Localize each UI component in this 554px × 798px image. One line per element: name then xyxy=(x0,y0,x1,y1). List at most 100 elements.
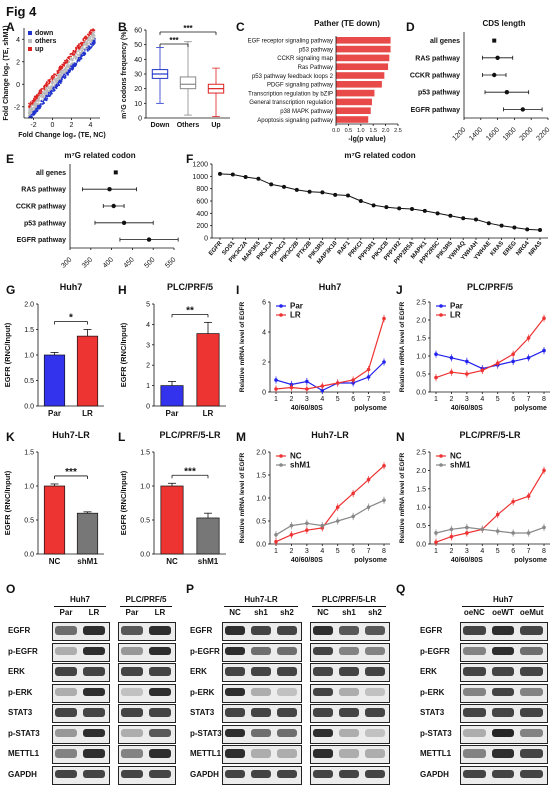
scatter-point xyxy=(79,54,81,56)
scatter-point xyxy=(43,87,46,90)
data-point xyxy=(542,316,546,320)
series-line xyxy=(275,499,385,536)
y-tick-label: 1.5 xyxy=(24,327,34,334)
scatter-point xyxy=(47,87,50,90)
scatter-point xyxy=(70,62,73,65)
scatter-point xyxy=(82,44,85,46)
chart-title: PLC/PRF/5-LR xyxy=(159,430,221,440)
y-tick-label: 1.0 xyxy=(24,484,34,491)
scatter-point xyxy=(49,87,51,90)
scatter-point xyxy=(28,106,31,109)
panel-k-barchart: Huh7-LR 0.0 0.5 1.0 1.5 NC shM1 *** EGFR (RNC/In… xyxy=(3,430,104,566)
blot-row-label: METTL1 xyxy=(420,749,452,758)
y-tick-label: 20 xyxy=(134,86,142,93)
blot-lane-label: sh1 xyxy=(254,608,268,617)
legend-entry: shM1 xyxy=(290,461,311,470)
legend-marker xyxy=(279,454,283,458)
scatter-point xyxy=(79,56,82,59)
scatter-point xyxy=(51,74,54,77)
x-tick-label: 2.5 xyxy=(394,128,402,134)
blot-row-label: STAT3 xyxy=(190,708,215,717)
blot-band xyxy=(121,687,143,697)
blot-band xyxy=(250,749,272,758)
blot-row-label: p-ERK xyxy=(420,687,445,697)
y-tick-label: 30 xyxy=(134,72,142,79)
blot-group-line xyxy=(312,606,386,607)
bar xyxy=(160,385,184,407)
scatter-point xyxy=(55,86,57,89)
y-axis-label: Relative mRNA level of EGFR xyxy=(399,301,406,392)
scatter-point xyxy=(50,88,53,90)
category-label: p53 pathway xyxy=(299,47,333,53)
blot-band xyxy=(276,749,298,758)
scatter-point xyxy=(45,82,48,85)
scatter-point xyxy=(66,61,68,64)
data-point xyxy=(495,512,500,517)
bar xyxy=(43,485,66,555)
blot-band xyxy=(491,769,515,779)
blot-band xyxy=(338,646,360,656)
sig-stars: *** xyxy=(65,467,77,478)
blot-band xyxy=(55,687,77,697)
scatter-point xyxy=(78,43,80,46)
blot-band xyxy=(121,667,143,676)
panel-i-linechart: Huh7 0 2 4 6 1 2 3 4 5 6 7 8 40/60/80S polysome Relativ… xyxy=(239,282,390,412)
scatter-point xyxy=(47,93,50,96)
panel-letter-i: I xyxy=(236,283,240,297)
x-tick-label: 7 xyxy=(367,396,371,403)
data-point xyxy=(274,533,278,537)
scatter-point xyxy=(53,83,56,86)
legend-entry: down xyxy=(35,30,53,37)
panel-g-barchart: Huh7 0.0 0.5 1.0 1.5 2.0 Par LR * EGFR (RNC/Input… xyxy=(3,282,104,418)
data-point xyxy=(366,505,371,509)
data-point xyxy=(305,379,309,384)
blot-band xyxy=(83,626,105,635)
category-label: Apoptosis signaling pathway xyxy=(257,118,333,124)
y-tick-label: 50 xyxy=(134,42,142,49)
scatter-point xyxy=(46,89,49,91)
y-tick-label: 0.0 xyxy=(24,552,34,559)
x-tick-label: 2 xyxy=(289,396,293,403)
blot-band xyxy=(276,667,298,676)
series-line xyxy=(275,465,385,543)
y-tick-label: 0.0 xyxy=(416,390,426,397)
blot-band xyxy=(276,626,298,635)
scatter-point xyxy=(43,85,46,88)
blot-band xyxy=(149,667,171,676)
y-tick-label: 200 xyxy=(196,223,208,230)
panel-l-barchart: PLC/PRF/5-LR 0.0 0.5 1.0 1.5 NC shM1 *** EGFR (R… xyxy=(119,430,226,566)
data-point xyxy=(480,527,485,532)
x-tick-label: 4 xyxy=(480,548,484,555)
scatter-point xyxy=(42,103,44,105)
blot-band xyxy=(338,749,360,758)
scatter-point xyxy=(90,38,93,41)
x-tick-label: 4 xyxy=(320,548,324,555)
y-tick-label: 0.5 xyxy=(24,378,34,385)
blot-row-label: p-STAT3 xyxy=(420,728,452,738)
blot-band xyxy=(55,626,77,635)
blot-band xyxy=(224,749,246,758)
x-tick-label: 500 xyxy=(143,256,156,269)
point-marker xyxy=(492,38,497,43)
scatter-point xyxy=(50,90,53,92)
blot-band xyxy=(520,749,543,758)
data-point xyxy=(511,359,515,364)
scatter-point xyxy=(75,56,78,59)
y-tick-label: 600 xyxy=(196,199,208,206)
scatter-point xyxy=(63,77,66,80)
category-label: EGFR pathway xyxy=(17,237,67,244)
x-tick-label: 1200 xyxy=(451,126,467,142)
point-marker xyxy=(492,72,497,78)
series-line xyxy=(435,470,545,543)
scatter-point xyxy=(46,81,48,83)
scatter-point xyxy=(36,109,39,112)
scatter-point xyxy=(90,43,93,46)
data-point xyxy=(512,225,517,230)
data-point xyxy=(274,387,278,391)
y-axis-label: EGFR (RNC/Input) xyxy=(3,470,12,535)
data-point xyxy=(449,370,454,374)
blot-band xyxy=(491,646,515,656)
scatter-point xyxy=(78,55,81,58)
data-point xyxy=(495,529,500,533)
x-tick-label: 1600 xyxy=(485,126,501,142)
